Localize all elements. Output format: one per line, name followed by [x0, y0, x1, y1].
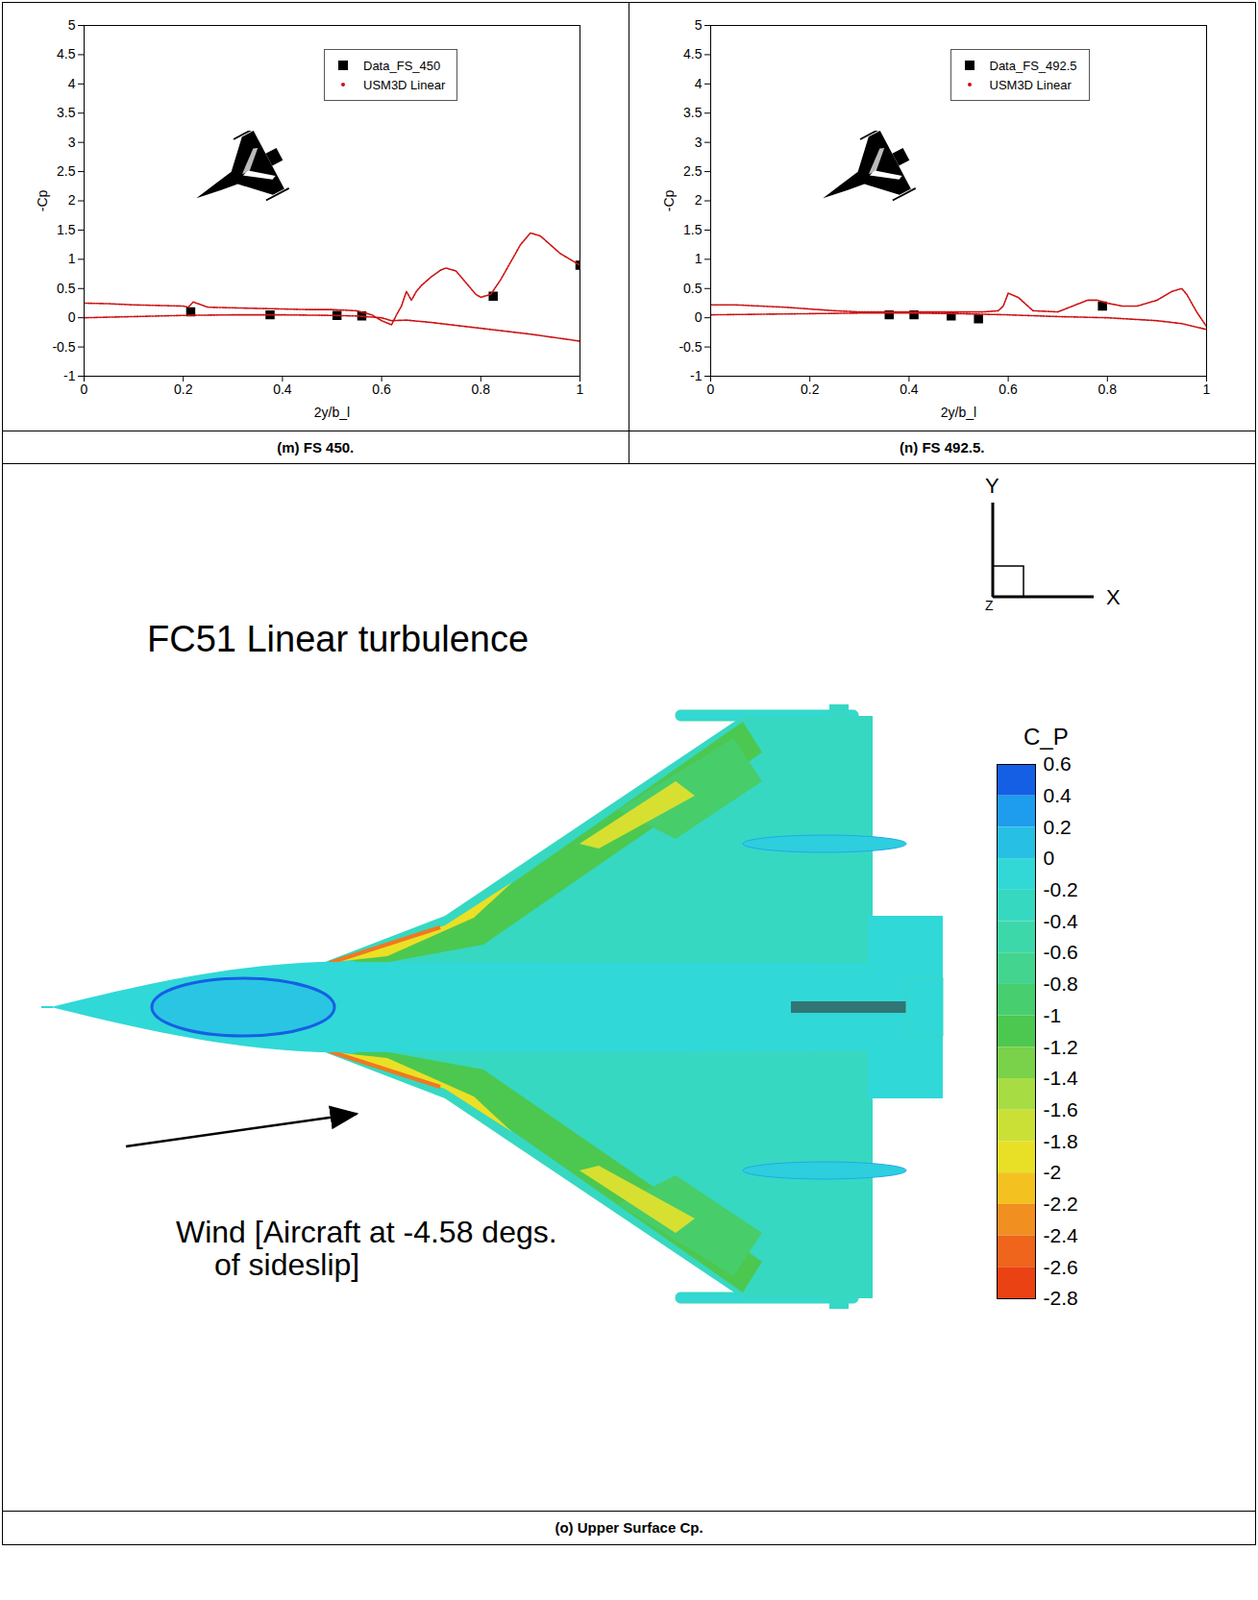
svg-text:Y: Y: [985, 473, 1000, 498]
svg-text:0.5: 0.5: [56, 280, 76, 296]
svg-text:-1.2: -1.2: [1043, 1036, 1079, 1059]
svg-text:-2.8: -2.8: [1043, 1286, 1079, 1309]
svg-text:2: 2: [693, 192, 702, 208]
html-text:(m) FS 450.: (m) FS 450.: [276, 439, 354, 456]
html-text:USM3D Linear: USM3D Linear: [363, 77, 446, 92]
svg-text:1.5: 1.5: [56, 222, 76, 238]
svg-text:-2: -2: [1043, 1160, 1062, 1184]
svg-text:2.5: 2.5: [683, 163, 703, 179]
html-text:Data_FS_450: Data_FS_450: [363, 58, 441, 73]
svg-text:FC51 Linear turbulence: FC51 Linear turbulence: [147, 618, 529, 660]
svg-text:2: 2: [68, 192, 76, 208]
svg-text:-0.5: -0.5: [51, 339, 75, 355]
svg-text:0.5: 0.5: [683, 280, 703, 296]
svg-text:3.5: 3.5: [56, 104, 76, 121]
svg-text:0.6: 0.6: [1043, 752, 1072, 775]
html-text:Data_FS_492.5: Data_FS_492.5: [989, 58, 1077, 73]
svg-text:0: 0: [68, 309, 76, 325]
svg-text:1: 1: [576, 381, 585, 397]
svg-text:1: 1: [1202, 381, 1210, 397]
svg-text:0.2: 0.2: [799, 381, 819, 397]
svg-text:-0.8: -0.8: [1043, 972, 1079, 995]
svg-text:3: 3: [68, 134, 76, 150]
svg-text:0.8: 0.8: [471, 381, 492, 397]
svg-text:-1.6: -1.6: [1043, 1098, 1079, 1121]
svg-text:4.5: 4.5: [683, 46, 703, 62]
html-text:(n) FS 492.5.: (n) FS 492.5.: [899, 439, 985, 456]
svg-text:4.5: 4.5: [56, 46, 76, 62]
svg-text:0.8: 0.8: [1097, 381, 1117, 397]
svg-text:0.2: 0.2: [1043, 815, 1072, 839]
svg-text:0.6: 0.6: [998, 381, 1018, 397]
svg-text:0.4: 0.4: [272, 381, 293, 397]
svg-text:Z: Z: [985, 597, 994, 614]
svg-text:4: 4: [68, 75, 76, 92]
svg-text:0: 0: [1043, 846, 1056, 869]
svg-text:-1: -1: [63, 368, 76, 384]
svg-text:of sideslip]: of sideslip]: [214, 1247, 360, 1283]
svg-text:5: 5: [693, 17, 702, 33]
svg-text:-1.8: -1.8: [1043, 1130, 1079, 1153]
svg-text:1: 1: [693, 250, 702, 267]
svg-text:2y/b_l: 2y/b_l: [314, 404, 350, 420]
svg-text:3: 3: [693, 134, 702, 150]
svg-text:-0.6: -0.6: [1043, 940, 1079, 963]
svg-text:-2.2: -2.2: [1043, 1192, 1079, 1215]
svg-text:0.2: 0.2: [173, 381, 194, 397]
svg-text:-1: -1: [1043, 1004, 1062, 1027]
svg-text:5: 5: [68, 17, 76, 33]
svg-text:0: 0: [80, 381, 89, 397]
svg-text:Wind [Aircraft at -4.58 degs.: Wind [Aircraft at -4.58 degs.: [175, 1214, 558, 1250]
svg-text:-1.4: -1.4: [1043, 1066, 1080, 1089]
svg-text:1: 1: [68, 250, 76, 267]
svg-text:-0.2: -0.2: [1043, 878, 1079, 901]
svg-text:4: 4: [693, 75, 702, 92]
svg-text:-Cp: -Cp: [34, 190, 50, 213]
svg-text:0.4: 0.4: [1043, 784, 1073, 807]
html-text:USM3D Linear: USM3D Linear: [989, 77, 1072, 92]
svg-text:-0.4: -0.4: [1043, 910, 1080, 933]
svg-text:0.6: 0.6: [371, 381, 392, 397]
svg-text:X: X: [1106, 585, 1121, 610]
svg-text:-1: -1: [690, 368, 703, 384]
svg-text:2y/b_l: 2y/b_l: [939, 404, 976, 420]
svg-text:-0.5: -0.5: [678, 339, 702, 355]
svg-text:0: 0: [706, 381, 715, 397]
svg-text:0.4: 0.4: [899, 381, 919, 397]
svg-text:C_P: C_P: [1023, 723, 1069, 750]
svg-text:2.5: 2.5: [56, 163, 76, 179]
svg-text:-Cp: -Cp: [661, 190, 677, 213]
svg-text:-2.4: -2.4: [1043, 1224, 1080, 1247]
html-text:(o) Upper Surface Cp.: (o) Upper Surface Cp.: [554, 1519, 704, 1536]
svg-text:3.5: 3.5: [683, 104, 703, 121]
svg-text:0: 0: [693, 309, 702, 325]
svg-text:1.5: 1.5: [683, 222, 703, 238]
svg-text:-2.6: -2.6: [1043, 1256, 1079, 1279]
